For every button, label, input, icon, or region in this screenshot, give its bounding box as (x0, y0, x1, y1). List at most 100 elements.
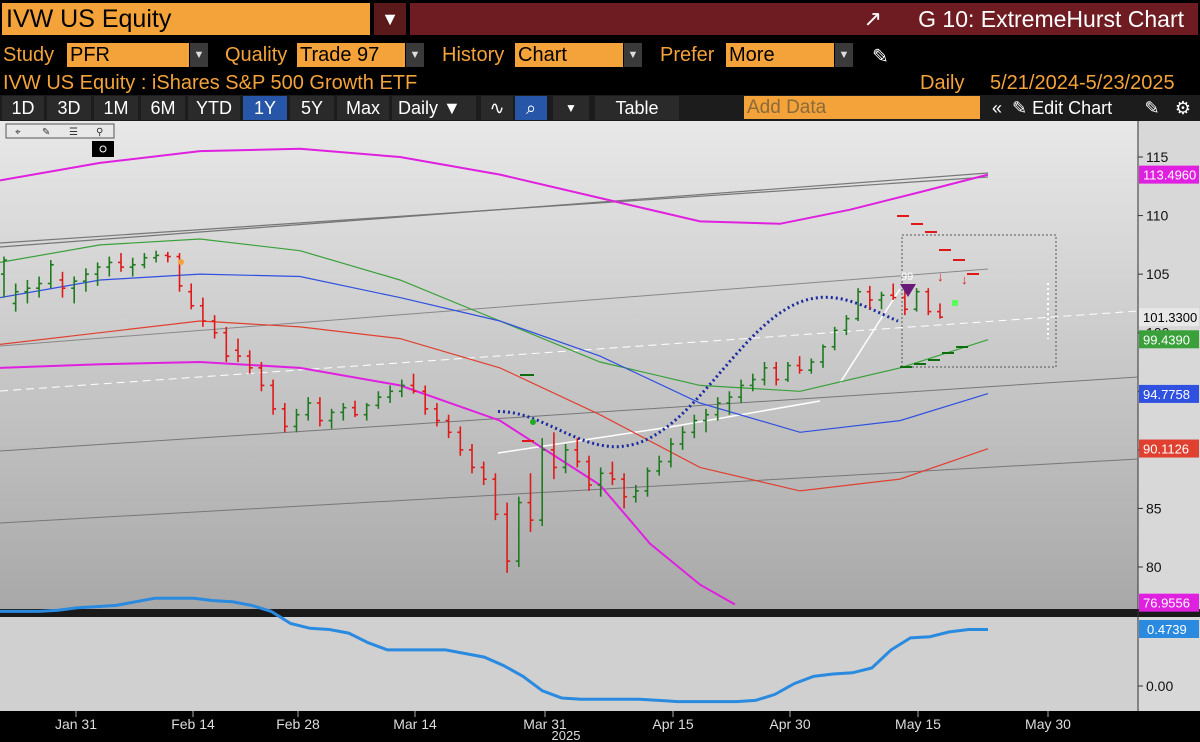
options-button[interactable] (92, 141, 114, 157)
price-bar[interactable] (586, 455, 592, 491)
magnify-icon[interactable]: ⚲ (96, 127, 103, 138)
price-bar[interactable] (808, 358, 815, 374)
period-5y-button[interactable]: 5Y (290, 96, 334, 120)
price-bar[interactable] (59, 271, 66, 298)
price-bar[interactable] (387, 385, 394, 403)
price-bar[interactable] (703, 408, 709, 433)
price-bar[interactable] (621, 473, 628, 509)
period-1d-button[interactable]: 1D (2, 96, 44, 120)
price-bar[interactable] (480, 461, 487, 485)
price-bar[interactable] (562, 444, 569, 474)
study-field[interactable]: PFR Extreme (67, 43, 189, 90)
bar-chart-icon[interactable]: ⌕ (515, 96, 547, 120)
price-bar[interactable] (937, 303, 943, 319)
price-bar[interactable] (644, 467, 651, 497)
price-bar[interactable] (913, 288, 920, 312)
price-bar[interactable] (106, 256, 113, 277)
price-bar[interactable] (211, 315, 218, 339)
frequency-dropdown[interactable]: Daily ▼ (392, 96, 476, 120)
price-bar[interactable] (71, 276, 78, 304)
period-1m-button[interactable]: 1M (94, 96, 138, 120)
chart-area[interactable]: ⌖ ✎ ☰ ⚲ 99 ↓ ↓ (0, 121, 1200, 742)
price-bar[interactable] (153, 250, 160, 263)
collapse-icon[interactable]: « (991, 98, 1002, 118)
price-bar[interactable] (246, 350, 253, 374)
price-bar[interactable] (749, 373, 756, 392)
price-bar[interactable] (47, 260, 54, 289)
price-bar[interactable] (656, 455, 663, 476)
table-button[interactable]: Table (595, 96, 679, 120)
price-bar[interactable] (281, 403, 288, 433)
price-bar[interactable] (188, 283, 195, 310)
price-bar[interactable] (340, 403, 347, 421)
period-6m-button[interactable]: 6M (141, 96, 185, 120)
price-bar[interactable] (831, 326, 838, 351)
history-field[interactable]: Chart (515, 43, 623, 67)
price-bar[interactable] (258, 362, 265, 392)
quality-dropdown-icon[interactable]: ▼ (406, 43, 424, 67)
price-bar[interactable] (773, 362, 780, 386)
popout-icon[interactable]: ↗ (863, 6, 882, 31)
price-bar[interactable] (574, 438, 581, 468)
price-bar[interactable] (129, 257, 136, 277)
price-bar[interactable] (855, 288, 862, 321)
price-bar[interactable] (199, 297, 206, 327)
price-bar[interactable] (761, 362, 768, 386)
chart-type-dropdown-icon[interactable]: ▼ (553, 96, 589, 120)
price-bar[interactable] (515, 496, 522, 567)
price-bar[interactable] (726, 391, 733, 415)
add-data-input[interactable]: Add Data (744, 96, 980, 119)
price-bar[interactable] (469, 444, 475, 474)
price-bar[interactable] (164, 251, 171, 263)
price-bar[interactable] (504, 502, 511, 573)
period-1y-button[interactable]: 1Y (243, 96, 287, 120)
period-3d-button[interactable]: 3D (47, 96, 91, 120)
price-bar[interactable] (36, 276, 43, 298)
price-bar[interactable] (784, 362, 791, 382)
price-bar[interactable] (141, 253, 148, 269)
price-bar[interactable] (550, 432, 557, 480)
price-bar[interactable] (492, 473, 499, 521)
price-bar[interactable] (305, 397, 312, 421)
date-range[interactable]: 5/21/2024-5/23/2025 (990, 72, 1175, 94)
price-bar[interactable] (1, 256, 7, 298)
annotate-icon[interactable]: ✎ (1144, 98, 1160, 118)
price-bar[interactable] (12, 283, 19, 312)
price-bar[interactable] (632, 485, 639, 503)
study-dropdown-icon[interactable]: ▼ (190, 43, 208, 67)
draw-icon[interactable]: ✎ (42, 127, 50, 138)
price-bar[interactable] (363, 403, 370, 421)
price-bar[interactable] (679, 426, 686, 450)
price-bar[interactable] (118, 253, 124, 272)
price-bar[interactable] (714, 397, 721, 421)
price-bar[interactable] (866, 285, 873, 310)
line-chart-icon[interactable]: ∿ (481, 96, 513, 120)
price-bar[interactable] (293, 408, 300, 433)
price-bar[interactable] (738, 379, 745, 403)
signal-triangle-icon[interactable] (900, 284, 916, 297)
crosshair-icon[interactable]: ⌖ (15, 127, 21, 138)
price-bar[interactable] (925, 288, 932, 316)
price-bar[interactable] (820, 344, 826, 368)
price-bar[interactable] (82, 268, 89, 292)
price-bar[interactable] (843, 315, 850, 336)
price-bar[interactable] (24, 280, 31, 304)
price-bar[interactable] (796, 356, 803, 374)
price-bar[interactable] (410, 373, 417, 394)
price-bar[interactable] (270, 379, 277, 415)
price-bar[interactable] (539, 438, 546, 526)
price-bar[interactable] (691, 414, 698, 439)
edit-chart-button[interactable]: ✎ Edit Chart (1012, 96, 1134, 120)
pencil-icon[interactable]: ✎ (872, 46, 889, 68)
price-bar[interactable] (667, 438, 674, 468)
pane-splitter[interactable] (0, 609, 1200, 617)
list-icon[interactable]: ☰ (69, 127, 78, 138)
price-bar[interactable] (375, 391, 382, 409)
price-bar[interactable] (445, 414, 452, 439)
prefer-dropdown-icon[interactable]: ▼ (835, 43, 853, 67)
quality-field[interactable]: Trade 97 (297, 43, 405, 67)
price-bar[interactable] (94, 262, 101, 286)
price-bar[interactable] (316, 397, 323, 427)
period-ytd-button[interactable]: YTD (188, 96, 240, 120)
ticker-input[interactable]: IVW US Equity (2, 3, 370, 35)
